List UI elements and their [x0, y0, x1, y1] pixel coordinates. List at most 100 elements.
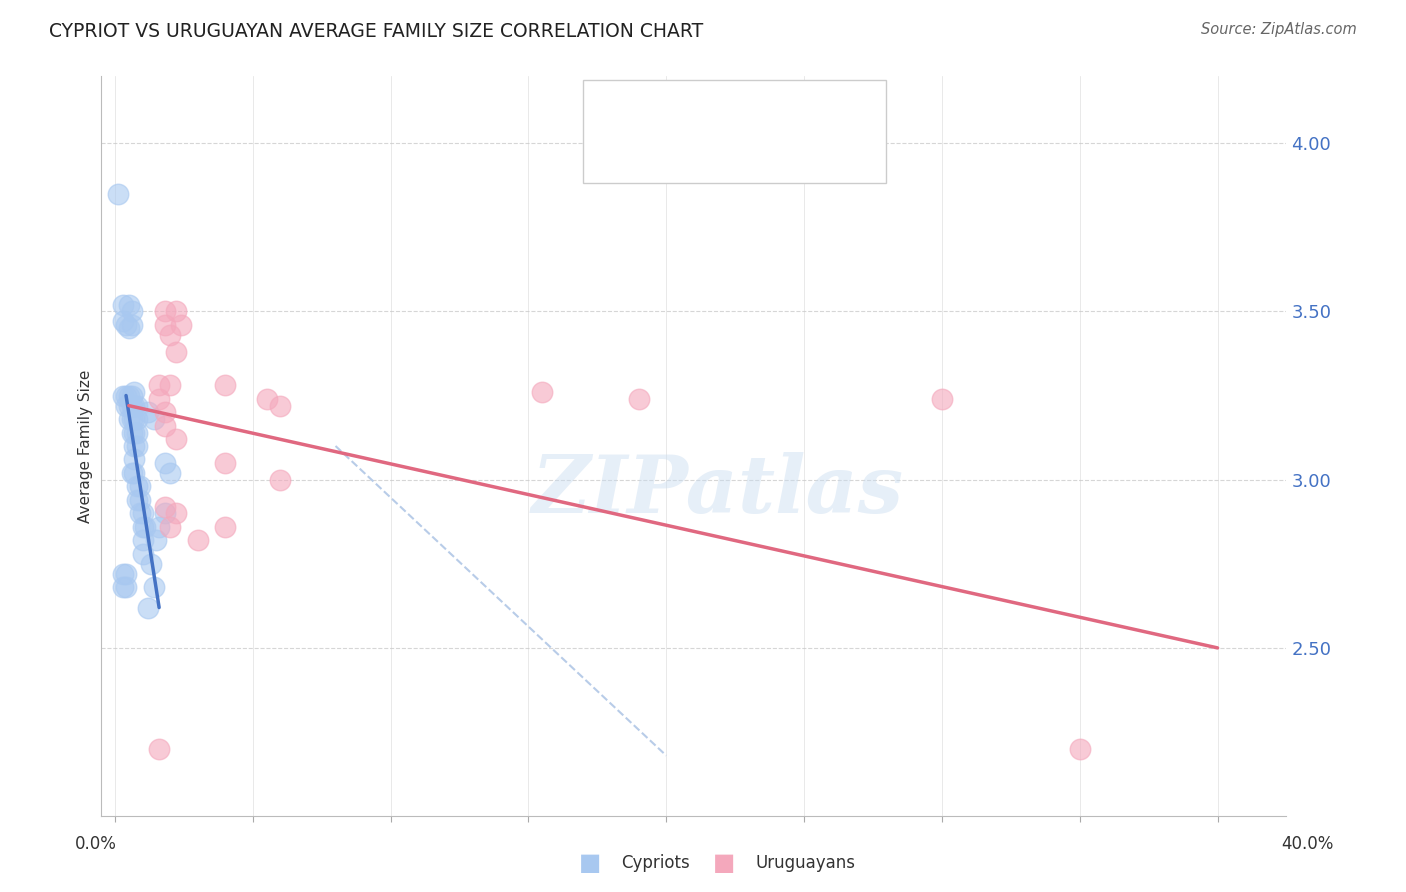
Point	[148, 520, 170, 534]
Point	[148, 378, 170, 392]
Point	[269, 473, 291, 487]
Point	[121, 466, 143, 480]
Point	[128, 506, 150, 520]
Text: 40.0%: 40.0%	[1281, 835, 1334, 853]
Point	[112, 314, 135, 328]
Text: -0.427: -0.427	[672, 148, 731, 166]
Point	[112, 580, 135, 594]
Point	[124, 452, 146, 467]
Text: N =: N =	[745, 100, 782, 118]
Point	[153, 456, 176, 470]
Text: ■: ■	[600, 147, 620, 167]
Point	[214, 520, 236, 534]
Point	[124, 412, 146, 426]
Point	[153, 318, 176, 332]
Point	[121, 388, 143, 402]
Point	[256, 392, 278, 406]
Text: 0.0%: 0.0%	[75, 835, 117, 853]
Point	[153, 500, 176, 514]
Text: CYPRIOT VS URUGUAYAN AVERAGE FAMILY SIZE CORRELATION CHART: CYPRIOT VS URUGUAYAN AVERAGE FAMILY SIZE…	[49, 22, 703, 41]
Point	[1069, 742, 1091, 756]
Point	[124, 466, 146, 480]
Point	[159, 466, 181, 480]
Point	[121, 304, 143, 318]
Text: ■: ■	[713, 852, 735, 875]
Point	[121, 425, 143, 440]
Y-axis label: Average Family Size: Average Family Size	[77, 369, 93, 523]
Point	[131, 520, 153, 534]
Text: ■: ■	[579, 852, 602, 875]
Text: R =: R =	[626, 100, 662, 118]
Point	[187, 533, 209, 548]
Point	[124, 439, 146, 453]
Text: Uruguayans: Uruguayans	[755, 855, 855, 872]
Text: 30: 30	[792, 148, 814, 166]
Point	[118, 388, 141, 402]
Point	[931, 392, 953, 406]
Text: -0.382: -0.382	[672, 100, 731, 118]
Point	[214, 456, 236, 470]
Text: Cypriots: Cypriots	[621, 855, 690, 872]
Point	[269, 399, 291, 413]
Point	[115, 388, 138, 402]
Point	[112, 388, 135, 402]
Point	[153, 418, 176, 433]
Text: 55: 55	[792, 100, 814, 118]
Point	[121, 412, 143, 426]
Point	[124, 399, 146, 413]
Point	[139, 557, 162, 571]
Point	[112, 566, 135, 581]
Text: R =: R =	[626, 148, 662, 166]
Point	[165, 304, 187, 318]
Point	[115, 580, 138, 594]
Point	[118, 412, 141, 426]
Point	[131, 533, 153, 548]
Point	[627, 392, 650, 406]
Point	[125, 412, 148, 426]
Point	[165, 344, 187, 359]
Point	[142, 580, 165, 594]
Point	[159, 328, 181, 343]
Point	[170, 318, 193, 332]
Point	[214, 378, 236, 392]
Point	[124, 425, 146, 440]
Point	[145, 533, 167, 548]
Text: N =: N =	[745, 148, 782, 166]
Point	[148, 742, 170, 756]
Point	[118, 298, 141, 312]
Point	[121, 318, 143, 332]
Point	[128, 479, 150, 493]
Text: Source: ZipAtlas.com: Source: ZipAtlas.com	[1201, 22, 1357, 37]
Point	[153, 304, 176, 318]
Point	[165, 506, 187, 520]
Point	[142, 412, 165, 426]
Point	[121, 399, 143, 413]
Point	[159, 520, 181, 534]
Point	[118, 399, 141, 413]
Point	[131, 547, 153, 561]
Point	[115, 318, 138, 332]
Point	[125, 479, 148, 493]
Point	[112, 298, 135, 312]
Point	[107, 186, 129, 201]
Point	[531, 385, 554, 400]
Text: ZIPatlas: ZIPatlas	[531, 451, 904, 529]
Point	[128, 492, 150, 507]
Point	[118, 321, 141, 335]
Point	[136, 405, 159, 419]
Point	[131, 506, 153, 520]
Point	[125, 399, 148, 413]
Point	[115, 399, 138, 413]
Point	[136, 600, 159, 615]
Point	[153, 405, 176, 419]
Point	[125, 425, 148, 440]
Point	[159, 378, 181, 392]
Point	[124, 385, 146, 400]
Point	[115, 566, 138, 581]
Point	[125, 492, 148, 507]
Point	[134, 520, 156, 534]
Point	[165, 432, 187, 446]
Point	[148, 392, 170, 406]
Point	[125, 439, 148, 453]
Point	[153, 506, 176, 520]
